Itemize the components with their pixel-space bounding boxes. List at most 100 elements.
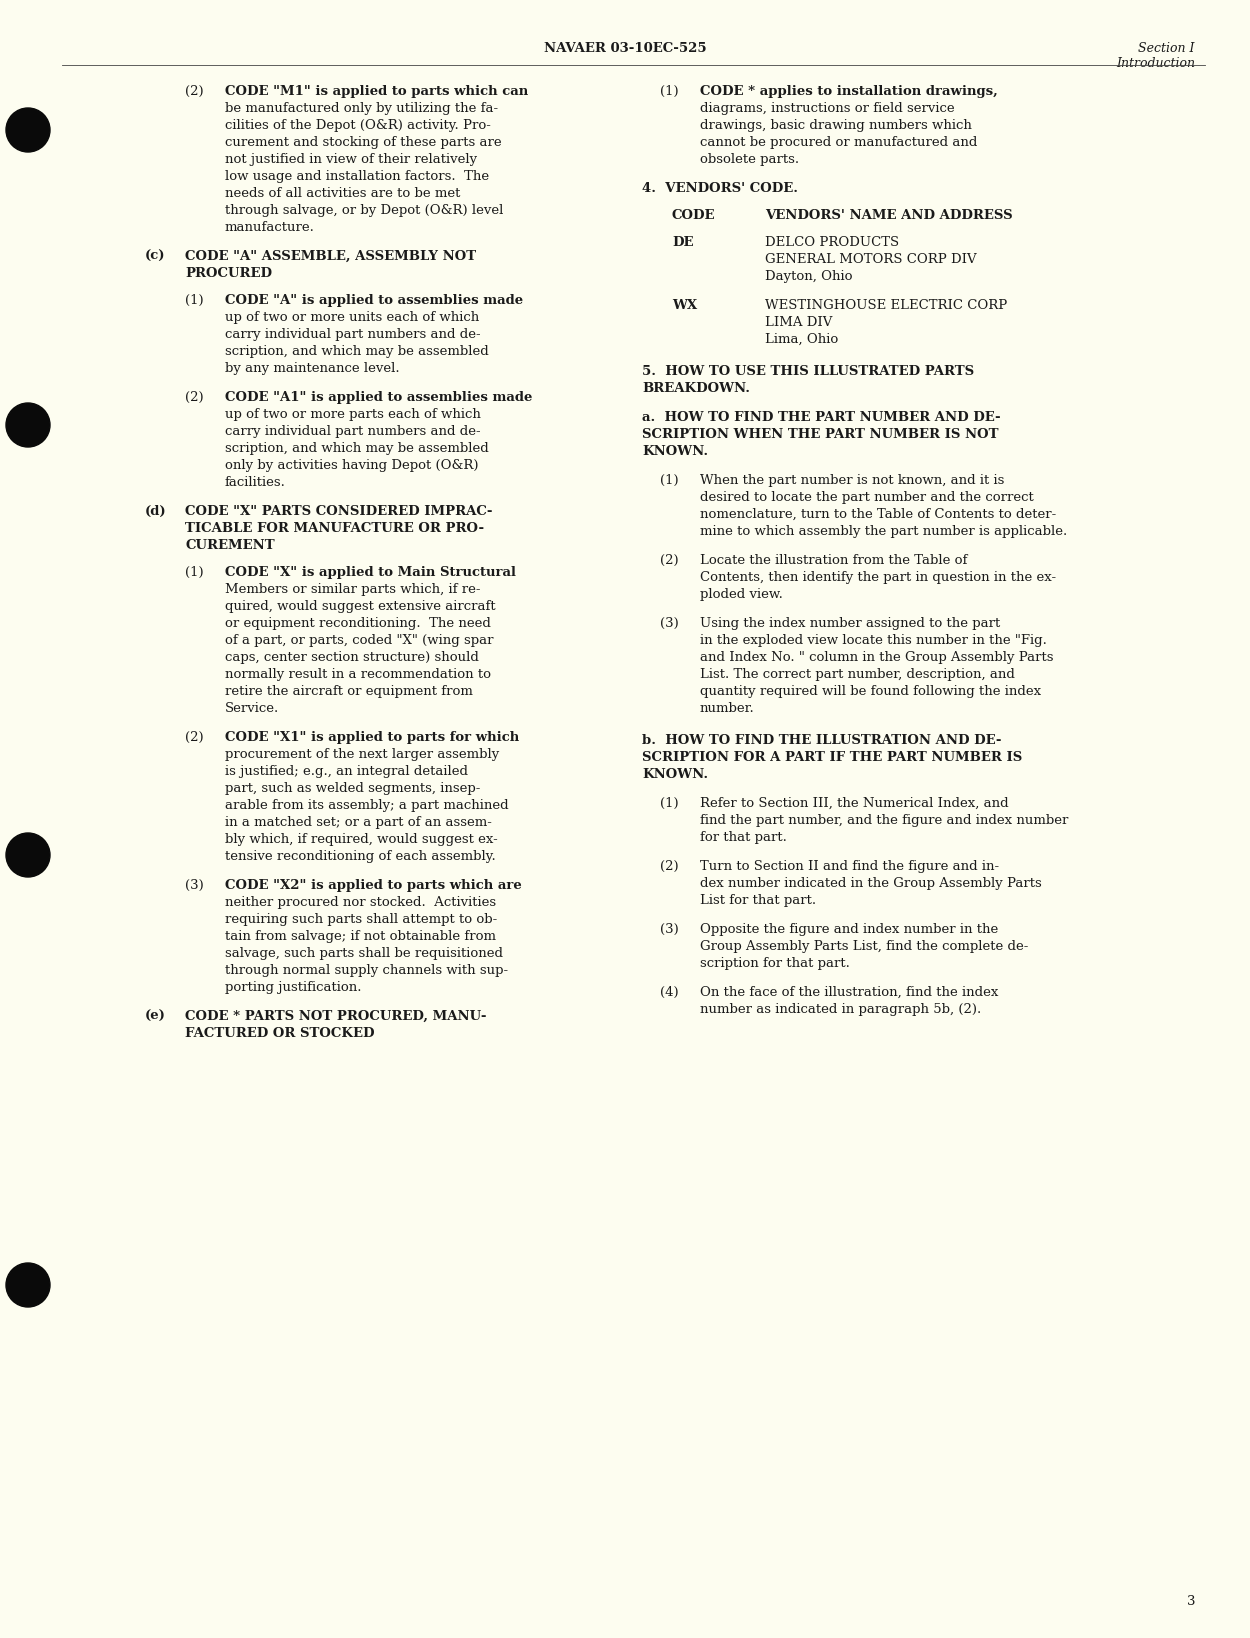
- Text: carry individual part numbers and de-: carry individual part numbers and de-: [225, 424, 480, 437]
- Text: (2): (2): [660, 860, 679, 873]
- Text: DE: DE: [672, 236, 694, 249]
- Text: for that part.: for that part.: [700, 830, 788, 844]
- Text: VENDORS' NAME AND ADDRESS: VENDORS' NAME AND ADDRESS: [765, 210, 1013, 223]
- Text: WESTINGHOUSE ELECTRIC CORP: WESTINGHOUSE ELECTRIC CORP: [765, 300, 1008, 311]
- Text: caps, center section structure) should: caps, center section structure) should: [225, 650, 479, 663]
- Text: scription for that part.: scription for that part.: [700, 957, 850, 970]
- Text: (e): (e): [145, 1011, 166, 1024]
- Text: Introduction: Introduction: [1116, 57, 1195, 70]
- Text: (2): (2): [185, 85, 204, 98]
- Text: CODE "X1" is applied to parts for which: CODE "X1" is applied to parts for which: [225, 731, 519, 744]
- Text: mine to which assembly the part number is applicable.: mine to which assembly the part number i…: [700, 526, 1068, 537]
- Text: in a matched set; or a part of an assem-: in a matched set; or a part of an assem-: [225, 816, 493, 829]
- Circle shape: [6, 108, 50, 152]
- Text: neither procured nor stocked.  Activities: neither procured nor stocked. Activities: [225, 896, 496, 909]
- Text: number as indicated in paragraph 5b, (2).: number as indicated in paragraph 5b, (2)…: [700, 1002, 981, 1016]
- Text: is justified; e.g., an integral detailed: is justified; e.g., an integral detailed: [225, 765, 468, 778]
- Text: dex number indicated in the Group Assembly Parts: dex number indicated in the Group Assemb…: [700, 876, 1041, 889]
- Text: When the part number is not known, and it is: When the part number is not known, and i…: [700, 473, 1005, 486]
- Text: cilities of the Depot (O&R) activity. Pro-: cilities of the Depot (O&R) activity. Pr…: [225, 120, 491, 133]
- Text: WX: WX: [672, 300, 698, 311]
- Text: (3): (3): [660, 922, 679, 935]
- Text: bly which, if required, would suggest ex-: bly which, if required, would suggest ex…: [225, 834, 498, 845]
- Text: (1): (1): [660, 473, 679, 486]
- Text: scription, and which may be assembled: scription, and which may be assembled: [225, 346, 489, 359]
- Text: number.: number.: [700, 703, 755, 716]
- Text: TICABLE FOR MANUFACTURE OR PRO-: TICABLE FOR MANUFACTURE OR PRO-: [185, 523, 484, 536]
- Text: 4.  VENDORS' CODE.: 4. VENDORS' CODE.: [642, 182, 798, 195]
- Text: through normal supply channels with sup-: through normal supply channels with sup-: [225, 965, 508, 976]
- Text: (1): (1): [660, 798, 679, 811]
- Text: FACTURED OR STOCKED: FACTURED OR STOCKED: [185, 1027, 375, 1040]
- Text: CODE: CODE: [672, 210, 715, 223]
- Text: KNOWN.: KNOWN.: [642, 768, 707, 781]
- Text: tain from salvage; if not obtainable from: tain from salvage; if not obtainable fro…: [225, 930, 496, 943]
- Text: Members or similar parts which, if re-: Members or similar parts which, if re-: [225, 583, 480, 596]
- Text: procurement of the next larger assembly: procurement of the next larger assembly: [225, 749, 499, 762]
- Text: NAVAER 03-10EC-525: NAVAER 03-10EC-525: [544, 43, 706, 56]
- Text: On the face of the illustration, find the index: On the face of the illustration, find th…: [700, 986, 999, 999]
- Text: (3): (3): [185, 880, 204, 893]
- Text: arable from its assembly; a part machined: arable from its assembly; a part machine…: [225, 799, 509, 812]
- Text: Opposite the figure and index number in the: Opposite the figure and index number in …: [700, 922, 999, 935]
- Text: ploded view.: ploded view.: [700, 588, 782, 601]
- Text: GENERAL MOTORS CORP DIV: GENERAL MOTORS CORP DIV: [765, 252, 976, 265]
- Text: CODE "M1" is applied to parts which can: CODE "M1" is applied to parts which can: [225, 85, 529, 98]
- Text: (4): (4): [660, 986, 679, 999]
- Text: up of two or more units each of which: up of two or more units each of which: [225, 311, 479, 324]
- Text: List. The correct part number, description, and: List. The correct part number, descripti…: [700, 668, 1015, 681]
- Text: (1): (1): [185, 567, 204, 578]
- Text: Locate the illustration from the Table of: Locate the illustration from the Table o…: [700, 554, 968, 567]
- Circle shape: [6, 1263, 50, 1307]
- Text: by any maintenance level.: by any maintenance level.: [225, 362, 400, 375]
- Text: (2): (2): [185, 391, 204, 405]
- Text: Contents, then identify the part in question in the ex-: Contents, then identify the part in ques…: [700, 572, 1056, 585]
- Text: manufacture.: manufacture.: [225, 221, 315, 234]
- Text: List for that part.: List for that part.: [700, 894, 816, 907]
- Text: obsolete parts.: obsolete parts.: [700, 152, 799, 165]
- Text: 3: 3: [1186, 1595, 1195, 1609]
- Text: a.  HOW TO FIND THE PART NUMBER AND DE-: a. HOW TO FIND THE PART NUMBER AND DE-: [642, 411, 1000, 424]
- Text: (2): (2): [185, 731, 204, 744]
- Text: CODE "A" is applied to assemblies made: CODE "A" is applied to assemblies made: [225, 293, 524, 306]
- Text: Refer to Section III, the Numerical Index, and: Refer to Section III, the Numerical Inde…: [700, 798, 1009, 811]
- Text: CODE "A" ASSEMBLE, ASSEMBLY NOT: CODE "A" ASSEMBLE, ASSEMBLY NOT: [185, 251, 476, 264]
- Text: PROCURED: PROCURED: [185, 267, 272, 280]
- Text: (1): (1): [185, 293, 204, 306]
- Text: b.  HOW TO FIND THE ILLUSTRATION AND DE-: b. HOW TO FIND THE ILLUSTRATION AND DE-: [642, 734, 1001, 747]
- Text: and Index No. " column in the Group Assembly Parts: and Index No. " column in the Group Asse…: [700, 650, 1054, 663]
- Text: CODE "X" PARTS CONSIDERED IMPRAC-: CODE "X" PARTS CONSIDERED IMPRAC-: [185, 505, 493, 518]
- Text: Using the index number assigned to the part: Using the index number assigned to the p…: [700, 618, 1000, 631]
- Text: quantity required will be found following the index: quantity required will be found followin…: [700, 685, 1041, 698]
- Text: salvage, such parts shall be requisitioned: salvage, such parts shall be requisition…: [225, 947, 503, 960]
- Text: find the part number, and the figure and index number: find the part number, and the figure and…: [700, 814, 1069, 827]
- Text: SCRIPTION FOR A PART IF THE PART NUMBER IS: SCRIPTION FOR A PART IF THE PART NUMBER …: [642, 750, 1022, 763]
- Text: CUREMENT: CUREMENT: [185, 539, 275, 552]
- Text: low usage and installation factors.  The: low usage and installation factors. The: [225, 170, 489, 183]
- Text: (1): (1): [660, 85, 679, 98]
- Text: cannot be procured or manufactured and: cannot be procured or manufactured and: [700, 136, 978, 149]
- Text: CODE "A1" is applied to assemblies made: CODE "A1" is applied to assemblies made: [225, 391, 532, 405]
- Text: (c): (c): [145, 251, 165, 264]
- Text: Section I: Section I: [1139, 43, 1195, 56]
- Text: SCRIPTION WHEN THE PART NUMBER IS NOT: SCRIPTION WHEN THE PART NUMBER IS NOT: [642, 428, 999, 441]
- Text: DELCO PRODUCTS: DELCO PRODUCTS: [765, 236, 899, 249]
- Text: requiring such parts shall attempt to ob-: requiring such parts shall attempt to ob…: [225, 912, 498, 925]
- Text: LIMA DIV: LIMA DIV: [765, 316, 832, 329]
- Text: needs of all activities are to be met: needs of all activities are to be met: [225, 187, 460, 200]
- Text: (2): (2): [660, 554, 679, 567]
- Text: 5.  HOW TO USE THIS ILLUSTRATED PARTS: 5. HOW TO USE THIS ILLUSTRATED PARTS: [642, 365, 974, 378]
- Text: of a part, or parts, coded "X" (wing spar: of a part, or parts, coded "X" (wing spa…: [225, 634, 494, 647]
- Text: KNOWN.: KNOWN.: [642, 446, 707, 459]
- Text: CODE "X2" is applied to parts which are: CODE "X2" is applied to parts which are: [225, 880, 521, 893]
- Text: normally result in a recommendation to: normally result in a recommendation to: [225, 668, 491, 681]
- Text: be manufactured only by utilizing the fa-: be manufactured only by utilizing the fa…: [225, 102, 498, 115]
- Text: only by activities having Depot (O&R): only by activities having Depot (O&R): [225, 459, 479, 472]
- Text: CODE * PARTS NOT PROCURED, MANU-: CODE * PARTS NOT PROCURED, MANU-: [185, 1011, 486, 1024]
- Text: facilities.: facilities.: [225, 477, 286, 490]
- Text: desired to locate the part number and the correct: desired to locate the part number and th…: [700, 491, 1034, 505]
- Text: not justified in view of their relatively: not justified in view of their relativel…: [225, 152, 478, 165]
- Text: (d): (d): [145, 505, 166, 518]
- Text: quired, would suggest extensive aircraft: quired, would suggest extensive aircraft: [225, 600, 495, 613]
- Text: carry individual part numbers and de-: carry individual part numbers and de-: [225, 328, 480, 341]
